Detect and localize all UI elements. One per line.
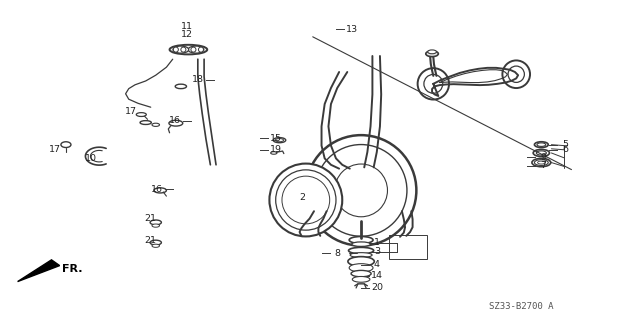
Circle shape — [424, 75, 443, 93]
Circle shape — [198, 47, 203, 52]
Ellipse shape — [175, 84, 187, 89]
Circle shape — [418, 68, 449, 100]
Text: FR.: FR. — [62, 264, 82, 275]
Text: 21: 21 — [144, 214, 157, 223]
Ellipse shape — [273, 138, 286, 143]
Circle shape — [191, 47, 196, 52]
Text: 12: 12 — [181, 30, 193, 39]
Circle shape — [502, 60, 530, 88]
Circle shape — [282, 176, 330, 224]
Ellipse shape — [152, 224, 160, 227]
Circle shape — [335, 164, 387, 217]
Ellipse shape — [61, 142, 71, 148]
Text: 16: 16 — [151, 185, 163, 194]
Text: 21: 21 — [144, 236, 157, 245]
Bar — [389, 235, 427, 259]
Ellipse shape — [352, 276, 370, 282]
Ellipse shape — [349, 247, 374, 254]
Text: 15: 15 — [270, 134, 283, 143]
Ellipse shape — [349, 264, 373, 272]
Text: 8: 8 — [335, 249, 341, 258]
Text: 20: 20 — [371, 284, 383, 292]
Ellipse shape — [136, 113, 146, 116]
Ellipse shape — [538, 161, 545, 164]
Text: 7: 7 — [540, 161, 546, 170]
Text: SZ33-B2700 A: SZ33-B2700 A — [489, 302, 553, 311]
Text: 1: 1 — [374, 238, 380, 247]
Circle shape — [508, 66, 524, 83]
Ellipse shape — [537, 143, 546, 147]
Text: 6: 6 — [562, 145, 568, 154]
Text: 11: 11 — [181, 22, 193, 31]
Circle shape — [306, 135, 416, 246]
Text: 5: 5 — [562, 140, 568, 149]
Polygon shape — [18, 260, 60, 282]
Ellipse shape — [169, 120, 183, 126]
Ellipse shape — [152, 123, 160, 126]
Ellipse shape — [188, 46, 203, 53]
Text: 10: 10 — [85, 154, 97, 163]
Ellipse shape — [275, 139, 283, 142]
Circle shape — [276, 170, 336, 230]
Ellipse shape — [152, 244, 160, 247]
Ellipse shape — [534, 142, 548, 148]
Ellipse shape — [170, 45, 207, 54]
Text: 14: 14 — [371, 271, 383, 280]
Circle shape — [315, 145, 407, 236]
Ellipse shape — [154, 188, 166, 193]
Text: 17: 17 — [49, 145, 62, 154]
Text: 16: 16 — [168, 116, 181, 125]
Ellipse shape — [428, 50, 436, 54]
Ellipse shape — [426, 51, 438, 57]
Circle shape — [181, 47, 186, 52]
Text: 2: 2 — [300, 193, 306, 202]
Circle shape — [269, 164, 342, 236]
Ellipse shape — [352, 242, 371, 246]
Text: 4: 4 — [374, 260, 380, 269]
Ellipse shape — [271, 152, 277, 154]
Text: 19: 19 — [270, 145, 283, 154]
Text: 3: 3 — [374, 247, 380, 256]
Ellipse shape — [350, 252, 372, 257]
Ellipse shape — [351, 270, 371, 277]
Ellipse shape — [173, 46, 188, 53]
Text: 13: 13 — [345, 25, 358, 34]
Ellipse shape — [536, 151, 546, 155]
Ellipse shape — [150, 240, 161, 245]
Ellipse shape — [534, 160, 548, 165]
Ellipse shape — [533, 149, 550, 156]
Ellipse shape — [349, 236, 373, 244]
Circle shape — [173, 47, 178, 52]
Ellipse shape — [348, 257, 374, 266]
Ellipse shape — [140, 121, 151, 124]
Ellipse shape — [532, 158, 551, 167]
Ellipse shape — [150, 220, 161, 225]
Text: 18: 18 — [192, 76, 204, 84]
Text: 17: 17 — [124, 107, 137, 116]
Text: 9: 9 — [540, 153, 546, 162]
